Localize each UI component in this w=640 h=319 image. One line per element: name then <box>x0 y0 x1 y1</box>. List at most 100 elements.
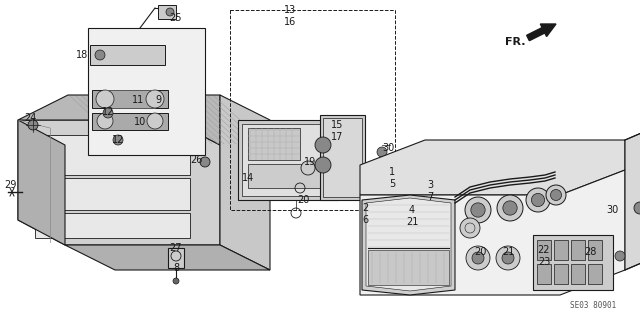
Polygon shape <box>92 113 168 130</box>
Circle shape <box>502 252 514 264</box>
Bar <box>533 235 613 290</box>
Bar <box>368 250 449 285</box>
Text: 29: 29 <box>4 180 16 190</box>
Text: FR.: FR. <box>504 37 525 47</box>
Circle shape <box>147 113 163 129</box>
Polygon shape <box>220 95 270 270</box>
Bar <box>554 240 568 260</box>
Bar <box>168 248 184 268</box>
Circle shape <box>315 137 331 153</box>
Polygon shape <box>90 45 165 65</box>
Circle shape <box>146 90 164 108</box>
Text: 6: 6 <box>362 215 368 225</box>
Polygon shape <box>625 125 640 270</box>
Polygon shape <box>18 120 65 245</box>
Bar <box>323 118 362 197</box>
Circle shape <box>465 197 491 223</box>
Text: 22: 22 <box>538 245 550 255</box>
Bar <box>248 164 328 188</box>
Circle shape <box>113 135 123 145</box>
Text: 30: 30 <box>606 205 618 215</box>
Circle shape <box>615 251 625 261</box>
Polygon shape <box>35 213 190 238</box>
Circle shape <box>96 90 114 108</box>
Text: 15: 15 <box>331 120 343 130</box>
Text: 20: 20 <box>297 195 309 205</box>
Circle shape <box>496 246 520 270</box>
Text: 2: 2 <box>362 203 368 213</box>
Text: 16: 16 <box>284 17 296 27</box>
Text: 23: 23 <box>538 257 550 267</box>
Circle shape <box>166 8 174 16</box>
Circle shape <box>634 202 640 214</box>
Polygon shape <box>18 120 220 245</box>
Polygon shape <box>88 28 205 155</box>
Circle shape <box>460 218 480 238</box>
Circle shape <box>550 189 561 201</box>
Circle shape <box>315 157 331 173</box>
Bar <box>588 264 602 284</box>
Text: 13: 13 <box>284 5 296 15</box>
Circle shape <box>503 201 517 215</box>
Polygon shape <box>35 135 190 175</box>
Text: 25: 25 <box>169 13 181 23</box>
Text: 30: 30 <box>382 143 394 153</box>
Text: 3: 3 <box>427 180 433 190</box>
Text: 11: 11 <box>132 95 144 105</box>
Circle shape <box>301 161 315 175</box>
Polygon shape <box>92 90 168 108</box>
Bar <box>238 120 338 200</box>
Polygon shape <box>366 198 451 291</box>
Circle shape <box>173 278 179 284</box>
Text: 1: 1 <box>389 167 395 177</box>
Bar <box>320 115 365 200</box>
Circle shape <box>103 108 113 118</box>
Text: 7: 7 <box>427 192 433 202</box>
Polygon shape <box>360 170 625 295</box>
Circle shape <box>546 185 566 205</box>
Circle shape <box>526 188 550 212</box>
Text: 5: 5 <box>389 179 395 189</box>
Text: 14: 14 <box>242 173 254 183</box>
Circle shape <box>497 195 523 221</box>
Bar <box>554 264 568 284</box>
Text: 21: 21 <box>502 247 514 257</box>
Circle shape <box>95 50 105 60</box>
Polygon shape <box>362 195 455 295</box>
Bar <box>537 264 551 284</box>
Bar <box>242 124 334 196</box>
Bar <box>537 240 551 260</box>
Circle shape <box>472 252 484 264</box>
Text: 18: 18 <box>76 50 88 60</box>
Text: 27: 27 <box>170 243 182 253</box>
Polygon shape <box>35 178 190 210</box>
Text: 17: 17 <box>331 132 343 142</box>
Polygon shape <box>360 140 625 195</box>
Polygon shape <box>65 245 270 270</box>
Text: 21: 21 <box>406 217 418 227</box>
Polygon shape <box>18 95 220 145</box>
Circle shape <box>377 147 387 157</box>
Text: 4: 4 <box>409 205 415 215</box>
Text: 26: 26 <box>190 155 202 165</box>
Text: 19: 19 <box>304 157 316 167</box>
Text: 10: 10 <box>134 117 146 127</box>
Circle shape <box>466 246 490 270</box>
Text: 12: 12 <box>112 135 124 145</box>
Bar <box>158 5 176 19</box>
Circle shape <box>28 120 38 130</box>
Circle shape <box>471 203 485 217</box>
FancyArrow shape <box>527 24 556 41</box>
Text: 20: 20 <box>474 247 486 257</box>
Text: 9: 9 <box>155 95 161 105</box>
Bar <box>588 240 602 260</box>
Circle shape <box>531 193 545 207</box>
Text: 28: 28 <box>584 247 596 257</box>
Circle shape <box>97 113 113 129</box>
Text: SE03 80901: SE03 80901 <box>570 300 616 309</box>
Bar <box>248 128 300 160</box>
Bar <box>571 264 585 284</box>
Text: 8: 8 <box>173 263 179 273</box>
Text: 24: 24 <box>24 113 36 123</box>
Circle shape <box>200 157 210 167</box>
